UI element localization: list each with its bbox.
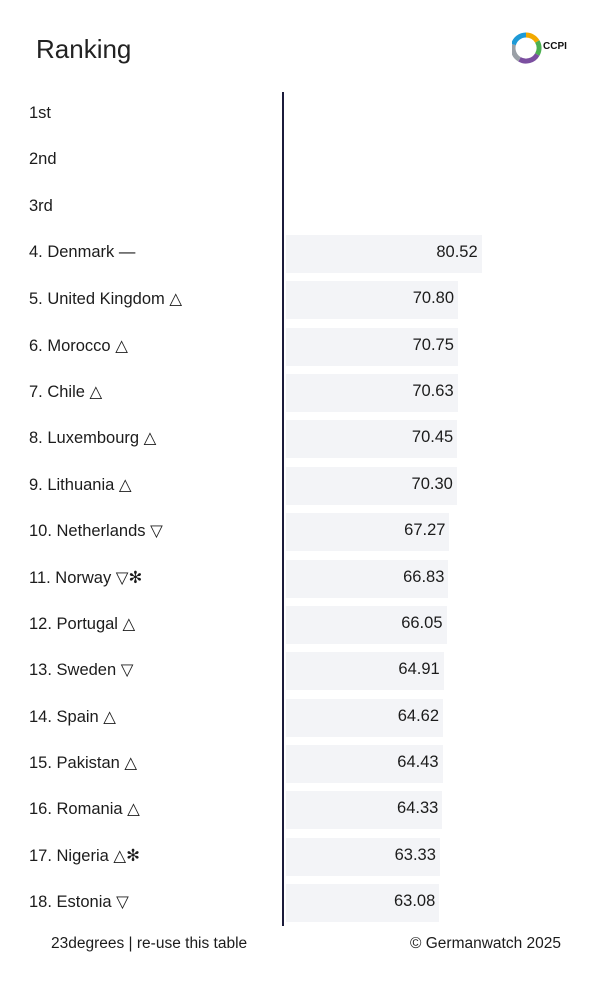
table-row: 15. Pakistan △ 64.43 [0, 743, 604, 783]
score-value: 64.43 [397, 752, 439, 771]
score-value: 70.30 [411, 474, 453, 493]
score-bar [286, 698, 444, 737]
score-value: 66.83 [403, 567, 445, 586]
country-label: 14. Spain △ [29, 707, 116, 726]
table-row: 12. Portugal △ 66.05 [0, 604, 604, 644]
score-value: 64.33 [397, 799, 439, 818]
score-bar [286, 420, 458, 459]
score-value: 70.45 [411, 428, 454, 447]
score-bar [286, 281, 459, 320]
score-value: 67.27 [404, 521, 446, 540]
score-bar [286, 466, 457, 505]
table-row: 2nd [0, 140, 604, 180]
axis-line [282, 92, 284, 926]
score-value: 70.75 [412, 335, 454, 354]
table-row: 13. Sweden ▽ 64.91 [0, 650, 604, 691]
score-bar [286, 883, 440, 922]
score-bar [286, 235, 482, 274]
country-label: 8. Luxembourg △ [29, 429, 157, 448]
score-bar [286, 652, 444, 691]
table-row: 9. Lithuania △ 70.30 [0, 465, 604, 505]
table-row: 6. Morocco △ 70.75 [0, 326, 604, 366]
score-bar [286, 327, 458, 366]
footer-source[interactable]: 23degrees | re-use this table [51, 935, 248, 952]
table-row: 8. Luxembourg △ 70.45 [0, 418, 604, 459]
score-bar [286, 374, 458, 413]
score-value: 80.52 [436, 243, 478, 262]
score-bar [286, 837, 440, 876]
country-label: 4. Denmark — [29, 243, 136, 262]
score-bar [286, 605, 447, 644]
table-row: 7. Chile △ 70.63 [0, 372, 604, 413]
table-row: 16. Romania △ 64.33 [0, 789, 604, 830]
table-row: 5. United Kingdom △ 70.80 [0, 279, 604, 320]
score-value: 63.08 [393, 891, 436, 910]
country-label: 1st [29, 104, 52, 122]
table-row: 4. Denmark — 80.52 [0, 233, 604, 274]
country-label: 3rd [29, 196, 53, 215]
table-row: 11. Norway ▽✻ 66.83 [0, 558, 604, 598]
country-label: 16. Romania △ [29, 800, 140, 819]
table-row: 3rd [0, 187, 604, 227]
country-label: 7. Chile △ [29, 383, 103, 402]
country-label: 15. Pakistan △ [29, 753, 138, 772]
table-row: 17. Nigeria △✻ 63.33 [0, 836, 604, 876]
score-value: 64.91 [398, 660, 440, 679]
country-label: 11. Norway ▽✻ [29, 568, 143, 587]
score-value: 66.05 [401, 613, 443, 632]
score-value: 63.33 [394, 845, 436, 864]
ccpi-logo-icon [512, 32, 542, 64]
score-bar [286, 744, 443, 783]
country-label: 12. Portugal △ [29, 614, 136, 633]
table-row: 1st [0, 94, 604, 134]
country-label: 18. Estonia ▽ [29, 892, 129, 911]
logo-text: CCPI [543, 41, 567, 52]
score-bar [286, 559, 449, 598]
country-label: 17. Nigeria △✻ [29, 846, 140, 865]
score-value: 70.63 [412, 382, 454, 401]
table-row: 18. Estonia ▽ 63.08 [0, 882, 604, 922]
table-row: 14. Spain △ 64.62 [0, 697, 604, 737]
country-label: 6. Morocco △ [29, 336, 128, 355]
score-bar [286, 791, 443, 830]
country-label: 10. Netherlands ▽ [29, 522, 163, 541]
country-label: 9. Lithuania △ [29, 475, 132, 494]
footer-copyright: © Germanwatch 2025 [410, 935, 561, 952]
score-value: 70.80 [412, 289, 455, 308]
score-value: 64.62 [397, 706, 440, 725]
table-row: 10. Netherlands ▽ 67.27 [0, 511, 604, 552]
country-label: 2nd [29, 150, 57, 169]
score-bar [286, 513, 450, 552]
country-label: 13. Sweden ▽ [29, 661, 134, 680]
country-label: 5. United Kingdom △ [29, 290, 183, 309]
chart-title: Ranking [36, 34, 132, 64]
